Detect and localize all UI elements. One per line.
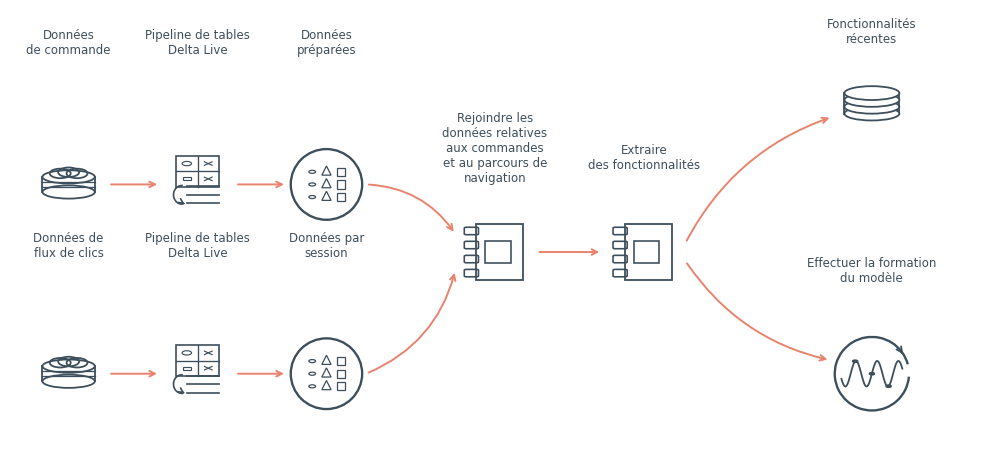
Bar bbox=[485, 241, 511, 263]
Ellipse shape bbox=[42, 170, 95, 184]
Bar bbox=[183, 177, 191, 180]
Text: Données par
session: Données par session bbox=[289, 232, 364, 260]
Bar bbox=[337, 180, 345, 189]
Ellipse shape bbox=[844, 100, 899, 114]
Ellipse shape bbox=[42, 359, 95, 373]
Text: Données de
flux de clics: Données de flux de clics bbox=[33, 232, 104, 260]
Bar bbox=[337, 382, 345, 391]
Text: Données
préparées: Données préparées bbox=[297, 29, 356, 57]
Bar bbox=[634, 241, 659, 263]
Bar bbox=[476, 224, 523, 280]
Ellipse shape bbox=[844, 86, 899, 100]
Circle shape bbox=[886, 385, 891, 387]
Text: Extraire
des fonctionnalités: Extraire des fonctionnalités bbox=[588, 144, 700, 172]
Text: Pipeline de tables
Delta Live: Pipeline de tables Delta Live bbox=[145, 232, 250, 260]
Ellipse shape bbox=[42, 185, 95, 199]
Text: Pipeline de tables
Delta Live: Pipeline de tables Delta Live bbox=[145, 29, 250, 57]
Ellipse shape bbox=[844, 106, 899, 120]
Text: Données
de commande: Données de commande bbox=[26, 29, 111, 57]
Bar bbox=[337, 193, 345, 201]
Bar bbox=[42, 177, 95, 192]
Bar bbox=[337, 369, 345, 378]
Bar bbox=[337, 168, 345, 176]
Circle shape bbox=[869, 373, 874, 375]
Text: Effectuer la formation
du modèle: Effectuer la formation du modèle bbox=[807, 257, 937, 285]
Bar bbox=[625, 224, 672, 280]
Circle shape bbox=[853, 360, 858, 363]
Text: Rejoindre les
données relatives
aux commandes
et au parcours de
navigation: Rejoindre les données relatives aux comm… bbox=[442, 112, 548, 185]
Bar bbox=[176, 345, 219, 376]
Text: Fonctionnalités
récentes: Fonctionnalités récentes bbox=[827, 18, 917, 46]
Bar bbox=[176, 156, 219, 186]
Bar bbox=[183, 367, 191, 370]
Bar bbox=[337, 357, 345, 365]
Ellipse shape bbox=[42, 375, 95, 388]
Ellipse shape bbox=[844, 93, 899, 107]
Bar bbox=[42, 366, 95, 381]
